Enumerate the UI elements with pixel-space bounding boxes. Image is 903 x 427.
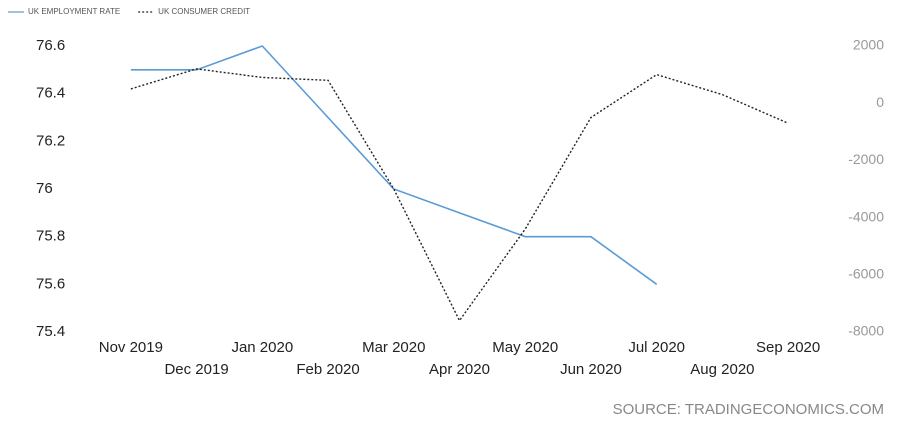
y2-tick-label: 0 xyxy=(876,94,884,110)
y2-tick-label: 2000 xyxy=(853,37,884,53)
y-tick-label: 75.6 xyxy=(36,275,65,292)
x-tick-label: May 2020 xyxy=(492,339,558,356)
legend-label: UK EMPLOYMENT RATE xyxy=(28,7,120,16)
y-tick-label: 76.2 xyxy=(36,132,65,149)
legend-label: UK CONSUMER CREDIT xyxy=(158,7,250,16)
x-tick-label: Aug 2020 xyxy=(690,361,754,378)
series-line xyxy=(130,45,658,285)
x-tick-label: Jan 2020 xyxy=(231,339,293,356)
x-tick-label: Mar 2020 xyxy=(362,339,425,356)
x-tick-label: Apr 2020 xyxy=(429,361,490,378)
x-tick-label: Jul 2020 xyxy=(628,339,685,356)
y-tick-label: 76 xyxy=(36,180,53,197)
y-tick-label: 76.6 xyxy=(36,37,65,54)
source-note: SOURCE: TRADINGECONOMICS.COM xyxy=(613,401,884,418)
series-line xyxy=(130,68,789,322)
y2-tick-label: -4000 xyxy=(848,208,884,224)
y2-tick-label: -8000 xyxy=(848,323,884,339)
x-tick-label: Sep 2020 xyxy=(756,339,820,356)
y-tick-label: 76.4 xyxy=(36,85,65,102)
y2-tick-label: -6000 xyxy=(848,266,884,282)
x-tick-label: Dec 2019 xyxy=(164,361,228,378)
x-tick-label: Jun 2020 xyxy=(560,361,622,378)
x-tick-label: Feb 2020 xyxy=(296,361,359,378)
y-tick-label: 75.8 xyxy=(36,228,65,245)
y2-tick-label: -2000 xyxy=(848,151,884,167)
y-tick-label: 75.4 xyxy=(36,323,65,340)
x-tick-label: Nov 2019 xyxy=(99,339,163,356)
